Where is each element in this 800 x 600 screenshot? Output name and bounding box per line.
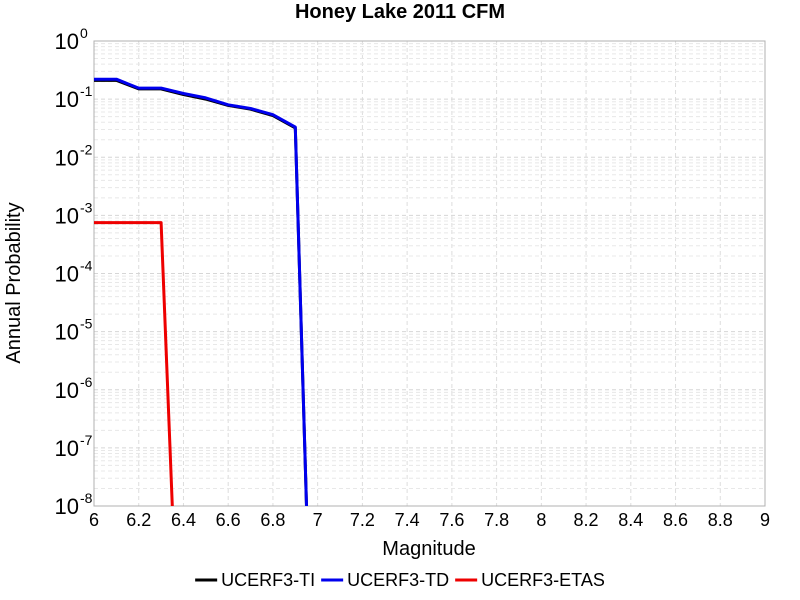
plot-area-border [93,40,766,507]
x-tick-label: 6 [89,510,99,530]
y-tick-base: 10 [55,203,79,228]
y-tick-base: 10 [55,320,79,345]
y-tick-exponent: -2 [80,141,93,157]
x-tick-label: 7.6 [439,510,464,530]
y-tick-exponent: -8 [80,490,93,506]
y-tick-label: 10 -2 [55,141,93,170]
x-tick-label: 8 [536,510,546,530]
y-tick-label: 10 -4 [55,258,93,287]
x-tick-label: 9 [760,510,770,530]
x-tick-label: 8.6 [663,510,688,530]
y-tick-label: 10 -1 [55,83,93,112]
y-tick-base: 10 [55,262,79,287]
y-tick-label: 10 -5 [55,316,93,345]
series-line-ucerf3-etas [94,221,174,506]
y-tick-exponent: -3 [80,199,93,215]
y-tick-base: 10 [55,436,79,461]
y-tick-exponent: -1 [80,83,93,99]
y-tick-exponent: -4 [80,258,93,274]
y-tick-base: 10 [55,378,79,403]
x-tick-label: 8.8 [708,510,733,530]
legend-label: UCERF3-ETAS [481,570,605,590]
y-tick-base: 10 [55,87,79,112]
x-tick-label: 6.2 [126,510,151,530]
series-layer [94,77,308,506]
x-axis-label: Magnitude [382,538,475,560]
legend-item: UCERF3-ETAS [455,570,605,590]
y-tick-exponent: 0 [80,25,88,41]
series-group [94,77,308,506]
y-tick-exponent: -7 [80,432,93,448]
x-tick-label: 7 [313,510,323,530]
grid [93,40,766,507]
chart-title: Honey Lake 2011 CFM [295,1,505,23]
x-tick-label: 6.4 [171,510,196,530]
y-axis-label: Annual Probability [3,202,25,363]
y-tick-label: 10 -8 [55,490,93,519]
legend-label: UCERF3-TD [347,570,449,590]
y-tick-label: 10 -3 [55,199,93,228]
x-tick-label: 8.4 [618,510,643,530]
y-tick-label: 10 -6 [55,374,93,403]
legend-item: UCERF3-TD [321,570,449,590]
legend-label: UCERF3-TI [221,570,315,590]
y-tick-label: 10 -7 [55,432,93,461]
legend-item: UCERF3-TI [195,570,315,590]
x-tick-label: 8.2 [574,510,599,530]
x-tick-labels: 6 6.2 6.4 6.6 6.8 7 7.2 7.4 7.6 7.8 8 8.2 8.4 8.6 8.8 9 [89,510,770,530]
y-tick-exponent: -6 [80,374,93,390]
y-tick-base: 10 [55,29,79,54]
x-tick-label: 6.6 [216,510,241,530]
x-tick-label: 6.8 [260,510,285,530]
legend: UCERF3-TI UCERF3-TD UCERF3-ETAS [195,570,605,590]
x-tick-label: 7.2 [350,510,375,530]
y-tick-exponent: -5 [80,316,93,332]
x-tick-label: 7.4 [395,510,420,530]
y-tick-base: 10 [55,494,79,519]
y-tick-label: 10 0 [55,25,88,54]
y-tick-base: 10 [55,145,79,170]
x-tick-label: 7.8 [484,510,509,530]
series-line-ucerf3-td [94,77,308,506]
series-line-ucerf3-ti [94,78,308,506]
